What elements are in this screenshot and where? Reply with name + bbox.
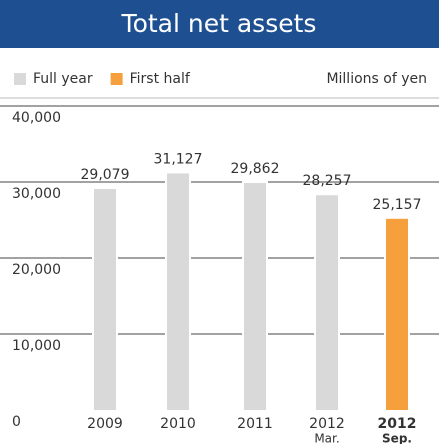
title-bar bbox=[0, 0, 439, 48]
x-tick-label: 2009 bbox=[87, 416, 123, 432]
legend-swatch bbox=[14, 73, 26, 85]
y-tick-label: 40,000 bbox=[12, 110, 61, 126]
x-tick-label: 2011 bbox=[237, 416, 273, 432]
value-label: 28,257 bbox=[303, 173, 352, 189]
x-tick-label: 2012 bbox=[309, 416, 345, 432]
y-tick-label: 10,000 bbox=[12, 338, 61, 354]
y-tick-label: 0 bbox=[12, 414, 21, 430]
bar bbox=[314, 193, 340, 412]
legend-swatch bbox=[110, 73, 123, 85]
x-tick-sublabel: Mar. bbox=[314, 432, 339, 444]
chart-title: Total net assets bbox=[121, 9, 317, 38]
legend-label: First half bbox=[130, 71, 191, 87]
x-tick-label: 2012 bbox=[378, 416, 417, 432]
value-label: 29,862 bbox=[231, 161, 280, 177]
bar bbox=[242, 181, 268, 412]
unit-label: Millions of yen bbox=[326, 71, 427, 87]
y-tick-label: 30,000 bbox=[12, 186, 61, 202]
value-label: 29,079 bbox=[81, 167, 130, 183]
value-label: 25,157 bbox=[373, 197, 422, 213]
x-tick-sublabel: Sep. bbox=[382, 432, 412, 444]
x-tick-label: 2010 bbox=[160, 416, 196, 432]
bar bbox=[165, 171, 191, 412]
bar bbox=[384, 216, 410, 412]
y-tick-label: 20,000 bbox=[12, 262, 61, 278]
bar bbox=[92, 186, 118, 412]
value-label: 31,127 bbox=[154, 151, 203, 167]
legend-label: Full year bbox=[33, 71, 93, 87]
